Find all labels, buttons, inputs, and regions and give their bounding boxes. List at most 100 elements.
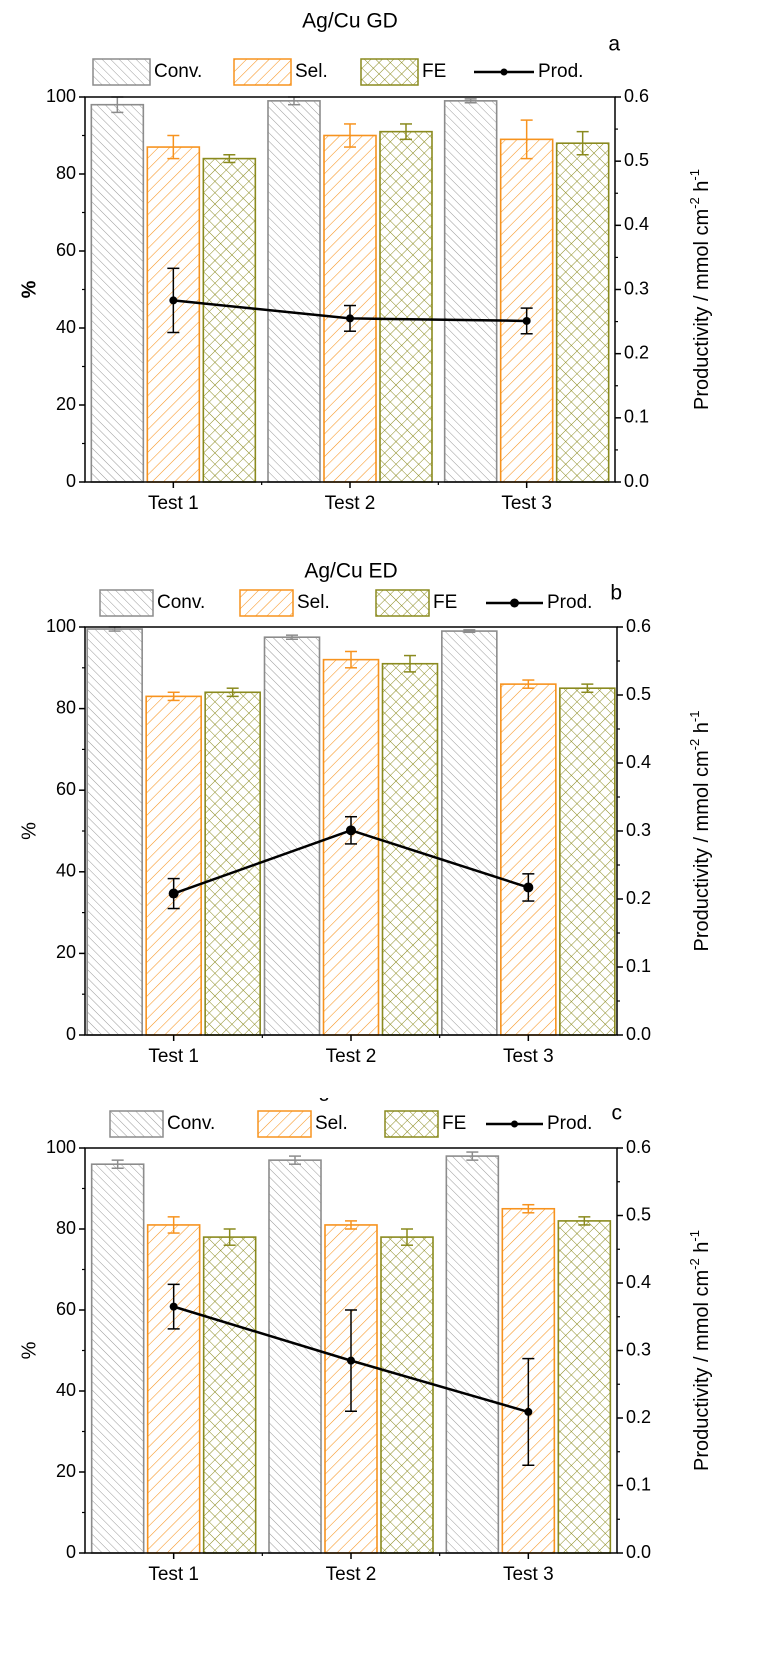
x-tick-label: Test 3 [501,493,552,514]
y-tick-label: 60 [56,240,76,260]
panel-label: a [608,33,620,56]
legend-marker [500,68,508,76]
legend-swatch [239,589,294,617]
y-axis-label: % [18,280,40,298]
bar [204,691,261,1036]
panel-label: b [610,582,622,605]
y2-tick-label: 0.4 [626,1272,651,1292]
x-tick-label: Test 1 [148,1046,199,1067]
error-bar [522,1203,535,1214]
prod-point [523,882,534,893]
error-bar [520,119,533,160]
y2-label-mid: h [691,722,713,739]
y2-label-sup1: -2 [687,739,702,751]
y-tick-label: 40 [56,861,76,881]
legend-label: Prod. [547,592,592,613]
y2-axis-label: Productivity / mmol cm-2 h-1 [687,1230,713,1471]
y2-label-main: Productivity / mmol cm [691,209,713,410]
legend-swatch [257,1110,312,1138]
y2-tick-label: 0.4 [624,214,649,234]
y2-tick-label: 0.1 [626,956,651,976]
y2-tick-label: 0.3 [626,1339,651,1359]
y2-tick-label: 0.3 [624,278,649,298]
error-bar [578,1216,591,1226]
legend-item: Prod. [486,1113,592,1134]
bar [202,157,257,483]
legend-item: FE [375,589,457,617]
x-tick-label: Test 3 [503,1046,554,1067]
y2-tick-label: 0.1 [624,407,649,427]
error-bar [576,130,589,156]
legend-swatch [92,58,151,86]
error-bar [345,650,357,669]
y-tick-label: 40 [56,317,76,337]
bar [90,103,145,483]
legend-swatch [109,1110,164,1138]
error-bar [345,1220,357,1230]
error-bar [286,634,298,640]
y2-tick-label: 0.6 [626,1137,651,1157]
error-bar [344,123,356,148]
y2-label-sup1: -2 [687,197,702,209]
y-tick-label: 20 [56,1461,76,1481]
y2-tick-label: 0.0 [624,471,649,491]
y2-tick-label: 0.5 [626,1204,651,1224]
legend-label: FE [422,61,446,82]
x-tick-label: Test 2 [326,1564,377,1585]
y2-tick-label: 0.2 [626,1407,651,1427]
y2-tick-label: 0.3 [626,820,651,840]
error-bar [223,154,236,164]
bar [90,1163,145,1554]
legend-label: Sel. [297,592,330,613]
legend-swatch [99,589,154,617]
y2-tick-label: 0.2 [624,342,649,362]
y-axis-label: % [18,822,40,840]
bar [267,100,321,483]
error-bar [223,1228,236,1246]
y2-label-main: Productivity / mmol cm [691,750,713,951]
legend-item: Sel. [239,589,330,617]
bar [445,1155,500,1554]
bar [322,658,380,1036]
legend-label: Prod. [547,1113,592,1134]
y2-axis-label: Productivity / mmol cm-2 h-1 [687,169,713,410]
panel-label: c [612,1102,623,1125]
chart-panel-c: Ag/Cu ED c Conv. Sel. FE Prod. 0 20 40 60 80 100 0.0… [18,1098,713,1585]
y-axis-label: % [18,1341,40,1359]
prod-point [522,316,531,325]
y2-tick-label: 0.0 [626,1542,651,1562]
legend-item: FE [384,1110,466,1138]
error-bar [464,98,477,104]
legend-swatch [384,1110,439,1138]
y-tick-label: 100 [46,86,76,106]
y-tick-label: 80 [56,697,76,717]
error-bar [226,687,239,698]
error-bar [111,1159,124,1169]
bar [559,687,616,1036]
error-bar [463,629,476,634]
x-tick-label: Test 2 [325,493,376,514]
legend-item: FE [360,58,446,86]
legend-label: Sel. [315,1113,348,1134]
prod-point [524,1407,533,1416]
legend-marker [510,598,519,608]
bar [145,695,202,1036]
legend-item: Prod. [486,592,592,613]
y2-tick-label: 0.0 [626,1024,651,1044]
error-bar [167,1216,180,1234]
panel-c: Ag/Cu ED c Conv. Sel. FE Prod. 0 20 40 60 80 100 0.0… [0,1098,758,1656]
bar [146,1224,201,1554]
legend-item: Conv. [99,589,205,617]
x-tick-label: Test 3 [503,1564,554,1585]
y2-tick-label: 0.5 [624,150,649,170]
bar [202,1236,257,1554]
legend-label: Conv. [154,61,202,82]
y2-tick-label: 0.2 [626,888,651,908]
error-bar [404,654,416,673]
legend-item: Sel. [233,58,328,86]
prod-point [169,1302,178,1311]
y-tick-label: 100 [46,1137,76,1157]
bar [380,1236,434,1554]
prod-point [346,314,354,323]
chart-root: Ag/Cu ED c Conv. Sel. FE Prod. 0 20 40 60 80 100 0.0… [18,1098,713,1585]
